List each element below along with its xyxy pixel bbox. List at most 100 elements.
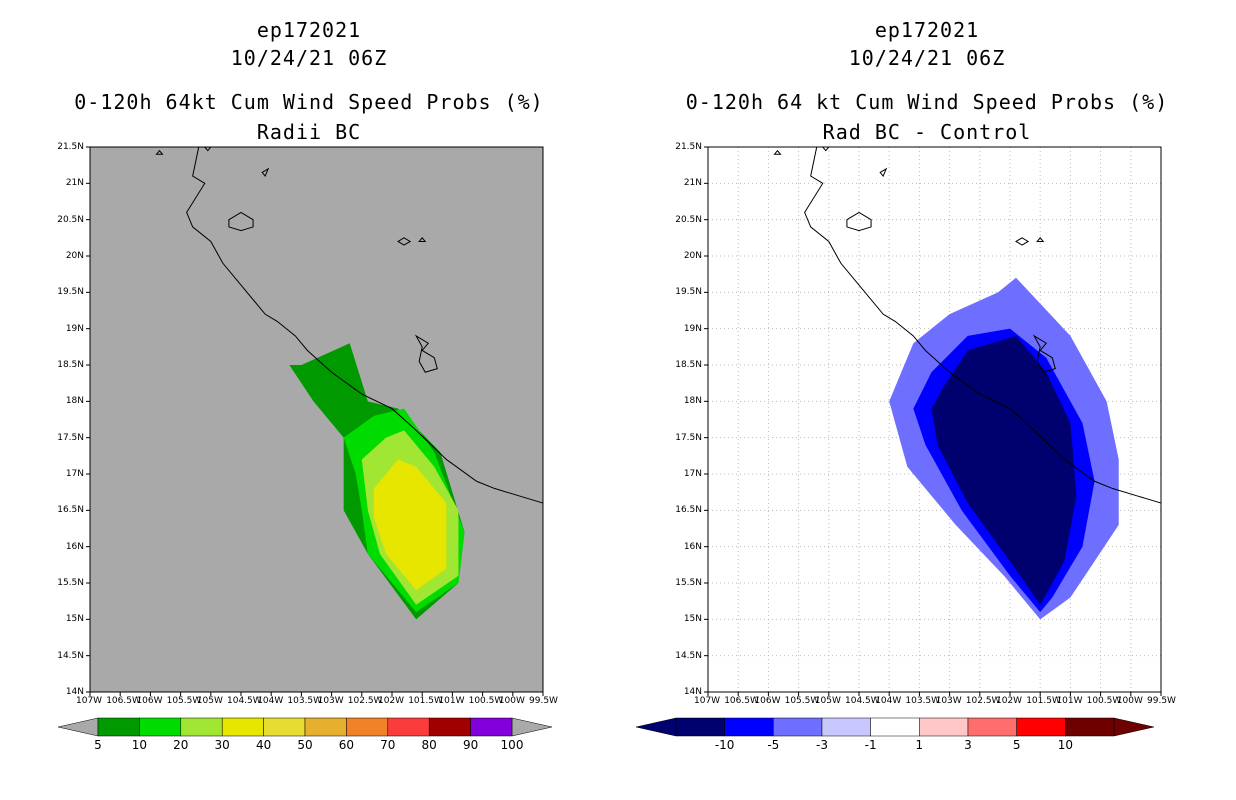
colorbar-label: 1	[915, 738, 924, 752]
lake-outline	[1032, 334, 1056, 373]
x-tick-label: 106W	[754, 696, 781, 706]
prob-map-svg	[57, 146, 553, 737]
x-tick-label: 107W	[76, 696, 103, 706]
y-tick-label: 17.5N	[57, 432, 84, 443]
colorbar-swatch	[1065, 717, 1115, 737]
y-tick-label: 20.5N	[57, 214, 84, 225]
x-tick-label: 100.5W	[468, 696, 504, 706]
x-tick-label: 103W	[935, 696, 962, 706]
y-tick-label: 20N	[65, 251, 84, 261]
x-tick-label: 105W	[196, 696, 223, 706]
island-outline	[879, 167, 888, 178]
colorbar-swatch	[821, 717, 871, 737]
chart-title-storm-id: ep172021	[256, 18, 362, 42]
colorbar-swatch	[180, 717, 223, 737]
chart-title-date: 10/24/21 06Z	[848, 46, 1006, 70]
map-frame	[707, 146, 1162, 693]
y-tick-label: 18N	[683, 396, 702, 407]
colorbar-label: 90	[462, 738, 479, 752]
colorbar-swatch	[428, 717, 471, 737]
y-tick-label: 21.5N	[675, 142, 702, 152]
colorbar-swatch	[870, 717, 920, 737]
y-tick-label: 19N	[65, 323, 84, 334]
island-outline	[418, 237, 427, 242]
colorbar-low-arrow	[635, 717, 677, 737]
colorbar-label: 20	[173, 738, 189, 752]
y-tick-label: 14.5N	[675, 650, 702, 661]
colorbar-label: 10	[1057, 738, 1073, 752]
y-tick-label: 14.5N	[57, 650, 84, 661]
colorbar-swatch	[724, 717, 774, 737]
diff-chart-panel: ep172021 10/24/21 06Z 0-120h 64 kt Cum W…	[618, 0, 1236, 800]
y-tick-label: 16N	[683, 541, 702, 552]
colorbar-low-arrow	[57, 717, 99, 737]
x-tick-label: 103.5W	[287, 696, 323, 706]
x-tick-label: 106.5W	[724, 696, 759, 706]
x-tick-label: 104.5W	[845, 696, 880, 706]
y-tick-label: 20N	[683, 251, 702, 261]
x-tick-label: 103W	[317, 696, 344, 706]
x-tick-label: 99.5W	[529, 696, 558, 706]
y-tick-label: 17.5N	[675, 432, 702, 443]
colorbar-label: 40	[255, 738, 272, 752]
island-outline	[397, 237, 412, 246]
colorbar-label: -5	[767, 738, 780, 752]
chart-title-product: 0-120h 64 kt Cum Wind Speed Probs (%)	[685, 90, 1169, 114]
contour-level-neg10	[955, 357, 1065, 598]
x-tick-label: 104.5W	[227, 696, 262, 706]
contour-level-30	[373, 459, 447, 591]
chart-title-storm-id: ep172021	[874, 18, 980, 42]
colorbar-swatch	[675, 717, 725, 737]
colorbar-label: 50	[297, 738, 313, 752]
x-tick-label: 102W	[996, 696, 1023, 706]
colorbar-swatch	[139, 717, 182, 737]
island-outline	[846, 211, 872, 232]
map-frame	[89, 146, 544, 693]
y-tick-label: 15.5N	[57, 578, 84, 588]
x-tick-label: 103.5W	[905, 696, 941, 706]
x-tick-label: 104W	[875, 696, 902, 706]
y-tick-label: 17N	[65, 469, 84, 479]
chart-title-product: 0-120h 64kt Cum Wind Speed Probs (%)	[74, 90, 544, 114]
colorbar-label: 100	[500, 738, 524, 752]
colorbar-label: 10	[131, 738, 148, 752]
colorbar-swatch	[304, 717, 347, 737]
colorbar-swatch	[221, 717, 264, 737]
colorbar-label: -10	[714, 738, 735, 752]
x-tick-label: 102W	[378, 696, 405, 706]
x-tick-label: 101W	[438, 696, 465, 706]
y-tick-label: 18.5N	[57, 360, 84, 370]
coastline	[804, 146, 1162, 504]
island-outline	[1036, 237, 1045, 242]
y-tick-label: 15N	[683, 614, 702, 625]
colorbar-high-arrow	[511, 717, 553, 737]
x-tick-label: 105W	[814, 696, 841, 706]
y-tick-label: 19N	[683, 323, 702, 334]
colorbar-label: 60	[338, 738, 355, 752]
x-tick-label: 101W	[1056, 696, 1083, 706]
island-outline	[261, 167, 270, 178]
colorbar-label: -3	[816, 738, 828, 752]
x-tick-label: 99.5W	[1147, 696, 1176, 706]
colorbar-swatch	[346, 717, 389, 737]
x-tick-label: 105.5W	[166, 696, 202, 706]
colorbar-swatch	[967, 717, 1017, 737]
x-tick-label: 104W	[257, 696, 284, 706]
x-tick-label: 102.5W	[965, 696, 1001, 706]
y-tick-label: 16.5N	[57, 505, 84, 516]
colorbar-swatch	[1016, 717, 1066, 737]
x-tick-label: 107W	[694, 696, 721, 706]
y-tick-label: 20.5N	[675, 214, 702, 225]
chart-title-date: 10/24/21 06Z	[230, 46, 388, 70]
y-tick-label: 15N	[65, 614, 84, 625]
chart-title-variant: Rad BC - Control	[822, 120, 1032, 144]
x-tick-label: 101.5W	[408, 696, 443, 706]
y-tick-label: 18N	[65, 396, 84, 407]
colorbar-swatch	[919, 717, 969, 737]
y-tick-label: 19.5N	[675, 287, 702, 298]
y-tick-label: 21N	[65, 178, 84, 189]
colorbar-label: 5	[1012, 738, 1021, 752]
colorbar-label: 30	[214, 738, 230, 752]
x-tick-label: 106W	[136, 696, 163, 706]
x-tick-label: 102.5W	[347, 696, 383, 706]
